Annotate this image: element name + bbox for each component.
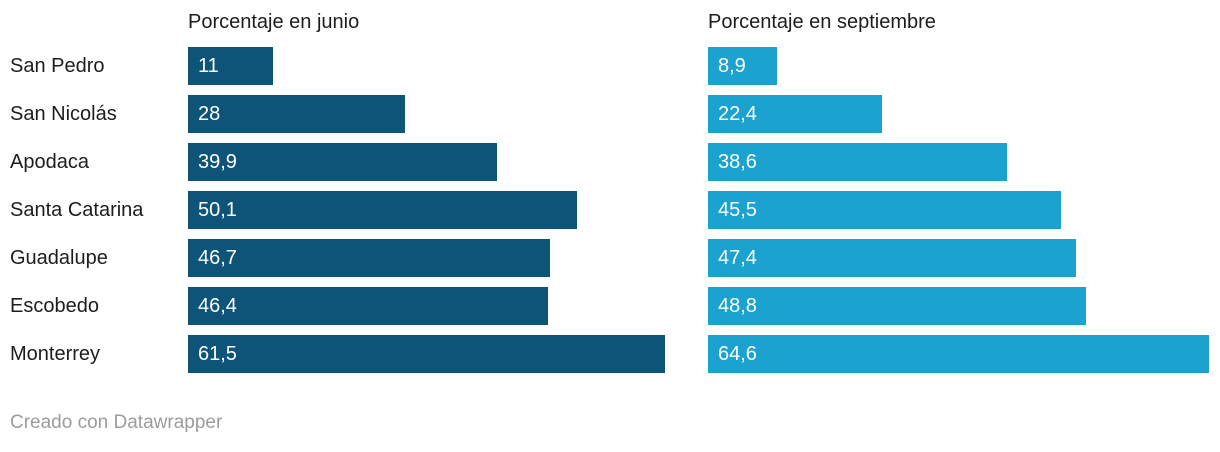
bar-value-septiembre: 45,5 (718, 199, 757, 221)
chart-row: Monterrey 61,5 64,6 (0, 330, 1220, 378)
bar-junio: 46,7 (188, 239, 550, 277)
bar-value-junio: 11 (198, 55, 219, 77)
category-label: Apodaca (10, 151, 89, 173)
chart-row: Escobedo 46,4 48,8 (0, 282, 1220, 330)
bar-septiembre: 48,8 (708, 287, 1086, 325)
bar-junio: 39,9 (188, 143, 497, 181)
bar-junio: 28 (188, 95, 405, 133)
bar-junio: 46,4 (188, 287, 548, 325)
column-header-septiembre: Porcentaje en septiembre (708, 11, 936, 33)
bar-septiembre: 45,5 (708, 191, 1061, 229)
column-header-junio: Porcentaje en junio (188, 11, 360, 33)
chart-row: Santa Catarina 50,1 45,5 (0, 186, 1220, 234)
category-label: Escobedo (10, 295, 99, 317)
category-label: Guadalupe (10, 247, 108, 269)
bar-septiembre: 38,6 (708, 143, 1007, 181)
bar-junio: 61,5 (188, 335, 665, 373)
bar-value-septiembre: 22,4 (718, 103, 757, 125)
bar-value-septiembre: 38,6 (718, 151, 757, 173)
chart-row: Guadalupe 46,7 47,4 (0, 234, 1220, 282)
bar-value-septiembre: 64,6 (718, 343, 757, 365)
bar-value-junio: 46,7 (198, 247, 237, 269)
bar-septiembre: 22,4 (708, 95, 882, 133)
chart-row: San Pedro 11 8,9 (0, 42, 1220, 90)
datawrapper-credit: Creado con Datawrapper (10, 412, 223, 433)
bar-junio: 50,1 (188, 191, 577, 229)
bar-value-junio: 39,9 (198, 151, 237, 173)
chart-rows: San Pedro 11 8,9 San Nicolás 28 22,4 Apo… (0, 42, 1220, 378)
bar-value-junio: 50,1 (198, 199, 237, 221)
category-label: San Nicolás (10, 103, 117, 125)
bar-value-junio: 61,5 (198, 343, 237, 365)
category-label: Santa Catarina (10, 199, 144, 221)
bar-septiembre: 8,9 (708, 47, 777, 85)
bar-value-septiembre: 8,9 (718, 55, 746, 77)
column-headers: Porcentaje en junio Porcentaje en septie… (0, 0, 1220, 42)
bar-value-junio: 46,4 (198, 295, 237, 317)
category-label: San Pedro (10, 55, 105, 77)
bar-value-septiembre: 48,8 (718, 295, 757, 317)
chart-row: San Nicolás 28 22,4 (0, 90, 1220, 138)
category-label: Monterrey (10, 343, 101, 365)
bar-value-junio: 28 (198, 103, 221, 125)
bar-junio: 11 (188, 47, 273, 85)
bar-septiembre: 64,6 (708, 335, 1209, 373)
chart-row: Apodaca 39,9 38,6 (0, 138, 1220, 186)
bar-septiembre: 47,4 (708, 239, 1076, 277)
bar-value-septiembre: 47,4 (718, 247, 757, 269)
